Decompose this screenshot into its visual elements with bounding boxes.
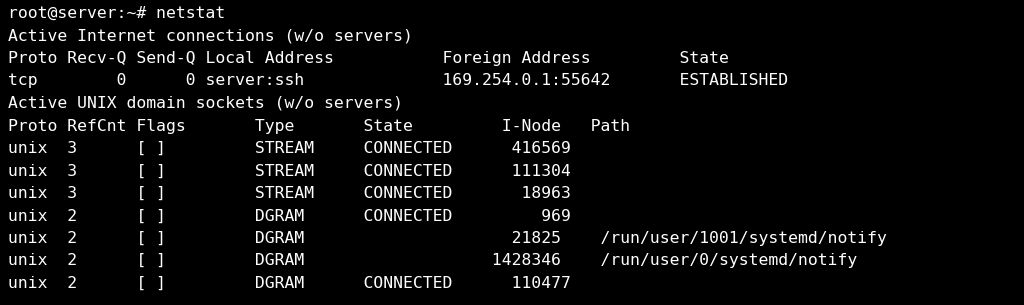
- Text: root@server:~# netstat: root@server:~# netstat: [8, 6, 225, 21]
- Text: Active Internet connections (w/o servers): Active Internet connections (w/o servers…: [8, 28, 413, 44]
- Text: tcp        0      0 server:ssh              169.254.0.1:55642       ESTABLISHED: tcp 0 0 server:ssh 169.254.0.1:55642 EST…: [8, 74, 788, 88]
- Text: unix  2      [ ]         DGRAM      CONNECTED      110477: unix 2 [ ] DGRAM CONNECTED 110477: [8, 276, 570, 291]
- Text: unix  2      [ ]         DGRAM      CONNECTED         969: unix 2 [ ] DGRAM CONNECTED 969: [8, 209, 570, 224]
- Text: Active UNIX domain sockets (w/o servers): Active UNIX domain sockets (w/o servers): [8, 96, 403, 111]
- Text: unix  2      [ ]         DGRAM                     21825    /run/user/1001/syste: unix 2 [ ] DGRAM 21825 /run/user/1001/sy…: [8, 231, 887, 246]
- Text: unix  3      [ ]         STREAM     CONNECTED      416569: unix 3 [ ] STREAM CONNECTED 416569: [8, 141, 570, 156]
- Text: unix  3      [ ]         STREAM     CONNECTED      111304: unix 3 [ ] STREAM CONNECTED 111304: [8, 163, 570, 178]
- Text: Proto Recv-Q Send-Q Local Address           Foreign Address         State: Proto Recv-Q Send-Q Local Address Foreig…: [8, 51, 729, 66]
- Text: unix  3      [ ]         STREAM     CONNECTED       18963: unix 3 [ ] STREAM CONNECTED 18963: [8, 186, 570, 201]
- Text: Proto RefCnt Flags       Type       State         I-Node   Path: Proto RefCnt Flags Type State I-Node Pat…: [8, 119, 630, 134]
- Text: unix  2      [ ]         DGRAM                   1428346    /run/user/0/systemd/: unix 2 [ ] DGRAM 1428346 /run/user/0/sys…: [8, 253, 857, 268]
